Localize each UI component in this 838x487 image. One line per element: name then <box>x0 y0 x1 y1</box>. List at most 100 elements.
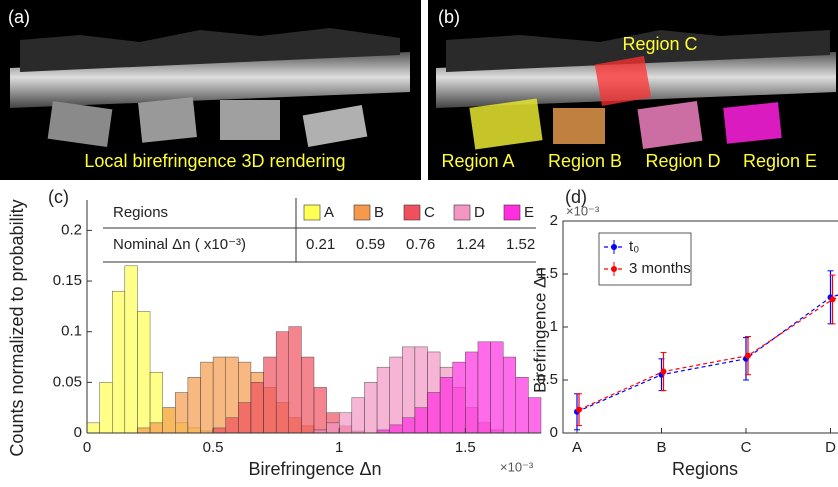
legend-marker <box>611 266 617 272</box>
series-line <box>579 270 838 410</box>
histogram-bar <box>390 357 403 433</box>
histogram-bar <box>137 428 150 433</box>
legend-label: t₀ <box>629 238 639 255</box>
histogram-bar <box>251 382 264 433</box>
histogram-bar <box>314 387 327 433</box>
histogram-bar <box>327 423 340 433</box>
histogram-bar <box>428 392 441 433</box>
legend-label: E <box>524 204 534 221</box>
legend-marker <box>611 244 617 250</box>
table-value: 0.21 <box>306 236 335 253</box>
table-header: Regions <box>113 204 168 221</box>
region-box <box>638 101 703 149</box>
legend-label: B <box>374 204 384 221</box>
legend-label: 3 months <box>629 260 691 277</box>
histogram-bar <box>528 398 541 433</box>
y-tick-label: 0.05 <box>53 373 82 390</box>
x-tick-label: 0 <box>83 439 91 456</box>
x-tick-label: A <box>572 439 582 456</box>
y-tick-label: 0 <box>550 424 558 441</box>
region-box <box>595 56 652 106</box>
histogram-bar <box>516 377 529 433</box>
histogram-bar <box>465 352 478 433</box>
y-tick-label: 2 <box>550 212 558 229</box>
x-tick-label: D <box>825 439 836 456</box>
point <box>661 369 667 375</box>
y-tick-label: 0.15 <box>53 272 82 289</box>
histogram-bar <box>289 327 302 433</box>
panel-label: (b) <box>438 7 460 27</box>
region-label: Region E <box>743 151 817 171</box>
caption: Local birefringence 3D rendering <box>84 151 345 171</box>
y-exponent: ×10⁻³ <box>566 203 600 218</box>
point <box>745 353 751 359</box>
region-box <box>723 102 781 144</box>
histogram-bar <box>503 357 516 433</box>
histogram-bar <box>112 291 125 433</box>
panel-a: (a) Local birefringence 3D rendering <box>0 0 421 180</box>
histogram-bar <box>453 362 466 433</box>
region-label: Region B <box>548 151 622 171</box>
histogram-bar <box>226 418 239 433</box>
histogram-bar <box>415 408 428 433</box>
panel-label: (c) <box>48 187 69 207</box>
table-value: 0.59 <box>356 236 385 253</box>
block <box>220 100 280 140</box>
legend-label: C <box>424 204 435 221</box>
legend-swatch <box>354 205 370 220</box>
legend-label: A <box>324 204 334 221</box>
histogram-bar <box>390 425 403 433</box>
x-exponent: ×10⁻³ <box>500 459 534 474</box>
figure: (a) Local birefringence 3D rendering (b)… <box>0 0 838 487</box>
y-axis-label: Counts normalized to probability <box>7 199 27 456</box>
series-line <box>577 272 838 412</box>
histogram-bar <box>163 408 176 433</box>
x-tick-label: 0.5 <box>203 439 224 456</box>
histogram-bar <box>402 418 415 433</box>
histogram-bar <box>264 357 277 433</box>
table-value: 0.76 <box>406 236 435 253</box>
table-row-label: Nominal Δn ( x10⁻³) <box>113 236 246 253</box>
histogram-bar <box>238 403 251 433</box>
histogram-bar <box>87 423 100 433</box>
legend-swatch <box>454 205 470 220</box>
legend-swatch <box>504 205 520 220</box>
y-tick-label: 0 <box>74 424 82 441</box>
histogram-bar <box>125 266 138 433</box>
histogram-bar <box>100 382 113 433</box>
histogram-bar <box>276 332 289 433</box>
table-value: 1.52 <box>506 236 535 253</box>
y-axis-label: Birefringence Δn <box>530 267 549 393</box>
x-tick-label: B <box>656 439 666 456</box>
point <box>830 296 836 302</box>
histogram-bar <box>137 311 150 433</box>
histogram-bar <box>201 362 214 433</box>
histogram-bar <box>213 428 226 433</box>
x-axis-label: Regions <box>672 459 738 479</box>
histogram-bar <box>478 342 491 433</box>
histogram-bar <box>188 377 201 433</box>
histogram-bar <box>150 423 163 433</box>
histogram-bar <box>213 357 226 433</box>
region-label: Region A <box>441 151 514 171</box>
panel-b: (b) Region A Region B Region C Region D … <box>428 0 838 180</box>
legend-swatch <box>304 205 320 220</box>
region-label: Region D <box>645 151 720 171</box>
x-tick-label: C <box>741 439 752 456</box>
histogram-bar <box>491 342 504 433</box>
x-tick-label: 1 <box>335 439 343 456</box>
y-tick-label: 0.2 <box>61 221 82 238</box>
legend-label: D <box>474 204 485 221</box>
y-tick-label: 0.1 <box>61 323 82 340</box>
histogram-bar <box>301 357 314 433</box>
histogram-bar <box>440 377 453 433</box>
panel-d-plot: ABCDEt₀3 months <box>563 221 838 456</box>
histogram-bar <box>339 413 352 433</box>
histogram-bar <box>364 382 377 433</box>
region-box <box>553 108 605 144</box>
block <box>138 97 197 143</box>
panel-label: (a) <box>8 7 30 27</box>
y-tick-label: 1 <box>550 318 558 335</box>
histogram-bar <box>352 398 365 433</box>
legend-swatch <box>404 205 420 220</box>
